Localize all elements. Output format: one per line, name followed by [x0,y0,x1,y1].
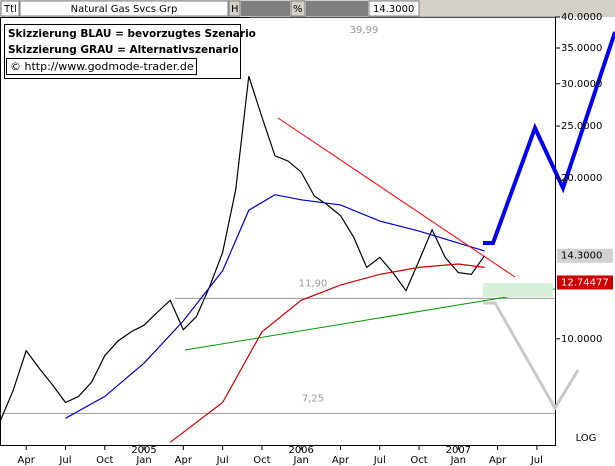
level-label: 11,90 [299,278,328,289]
x-tick-label: Jul [373,455,386,466]
level-label: 39,99 [350,25,379,36]
price-field [368,0,420,17]
y-tick-label: 10.0000 [561,334,602,345]
title-field [19,0,229,17]
toolbar-field [241,1,290,16]
price-field-label: 14.3000 [373,4,414,15]
h-button-label: H [231,4,239,15]
y-tick-label: 25.0000 [561,121,602,132]
x-tick-label: Jan [450,455,466,466]
x-tick-label: Apr [489,455,507,466]
chart-title: Natural Gas Svcs Grp [71,4,178,15]
level-label: 7,25 [302,393,324,404]
x-tick-label: Jan [135,455,151,466]
year-label: 2005 [131,445,156,456]
percent-button-label: % [293,4,303,15]
grey-scenario [483,301,580,411]
x-tick-label: Apr [332,455,350,466]
price-line [169,263,485,443]
note: Skizzierung GRAU = Alternativszenario [8,44,239,56]
price-line [0,76,485,422]
resistance-line [277,117,516,278]
copyright-box [6,58,197,75]
x-tick-label: Apr [175,455,193,466]
note: Skizzierung BLAU = bevorzugtes Szenario [8,28,256,40]
y-tick-label: 40.0000 [561,12,602,23]
x-tick-label: Jul [58,455,71,466]
toolbar-field [306,1,368,16]
blue-scenario [483,31,615,245]
h-button[interactable] [228,0,241,17]
year-label: 2007 [446,445,471,456]
target-zone [483,283,553,297]
ma-price-box [557,275,613,290]
support-line [184,288,556,351]
percent-button[interactable] [290,0,306,17]
x-tick-label: Jan [292,455,308,466]
x-tick-label: Jul [530,455,543,466]
x-tick-label: Apr [18,455,36,466]
copyright: © http://www.godmode-trader.de [10,60,194,73]
x-tick-label: Oct [96,455,113,466]
x-tick-label: Jul [216,455,229,466]
y-tick-label: 20.0000 [561,173,602,184]
x-tick-label: Oct [410,455,427,466]
ma-price-label: 12.74477 [561,277,609,288]
y-tick-label: 30.0000 [561,79,602,90]
price-line [65,194,485,419]
year-label: 2006 [288,445,313,456]
y-tick-label: 35.0000 [561,43,602,54]
ticker-field-label: Ttl [3,4,17,15]
plot [0,16,555,443]
scale-label: LOG [576,433,597,444]
ticker-field[interactable] [0,0,20,17]
last-price-label: 14.3000 [561,251,602,262]
last-price-box [557,248,613,263]
plot-frame [0,17,556,446]
x-tick-label: Oct [253,455,270,466]
